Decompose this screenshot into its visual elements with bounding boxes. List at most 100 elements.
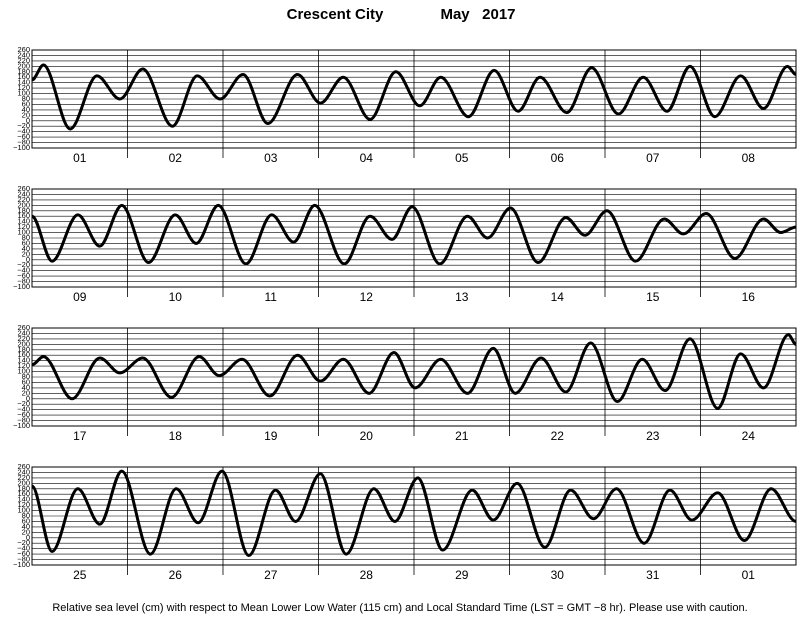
y-tick-label: −60 (17, 410, 30, 419)
y-tick-label: −100 (13, 143, 30, 152)
y-tick-label: 0 (26, 255, 30, 264)
y-tick-label: 100 (17, 367, 30, 376)
y-tick-label: 200 (17, 478, 30, 487)
x-tick-label: 16 (742, 290, 756, 304)
y-tick-label: 240 (17, 467, 30, 476)
x-tick-label: 26 (169, 568, 183, 582)
x-tick-label: 01 (73, 151, 87, 165)
x-tick-label: 03 (264, 151, 278, 165)
y-tick-label: −80 (17, 138, 30, 147)
x-tick-label: 12 (360, 290, 374, 304)
y-tick-label: −20 (17, 260, 30, 269)
x-tick-label: 04 (360, 151, 374, 165)
y-tick-label: 160 (17, 350, 30, 359)
x-tick-label: 07 (646, 151, 660, 165)
y-tick-label: 240 (17, 189, 30, 198)
plot-frame (31, 466, 797, 566)
y-tick-label: 220 (17, 473, 30, 482)
x-tick-label: 14 (551, 290, 565, 304)
y-tick-label: 260 (17, 462, 30, 471)
x-tick-label: 27 (264, 568, 278, 582)
y-tick-label: 220 (17, 195, 30, 204)
y-tick-label: 80 (22, 94, 30, 103)
tide-curve (31, 63, 797, 131)
y-tick-label: 120 (17, 222, 30, 231)
y-tick-label: 0 (26, 116, 30, 125)
y-tick-label: −80 (17, 555, 30, 564)
y-tick-label: −40 (17, 405, 30, 414)
x-tick-label: 18 (169, 429, 183, 443)
y-tick-label: 100 (17, 89, 30, 98)
y-tick-label: 20 (22, 110, 30, 119)
x-tick-label: 09 (73, 290, 87, 304)
y-tick-label: 180 (17, 345, 30, 354)
x-tick-label: 17 (73, 429, 87, 443)
y-tick-label: 160 (17, 72, 30, 81)
y-tick-label: 140 (17, 495, 30, 504)
y-tick-label: 220 (17, 56, 30, 65)
x-tick-label: 13 (455, 290, 469, 304)
y-tick-label: 0 (26, 533, 30, 542)
x-tick-label: 15 (646, 290, 660, 304)
tide-curve (31, 333, 797, 410)
x-tick-label: 02 (169, 151, 183, 165)
y-tick-label: −20 (17, 399, 30, 408)
plot-frame (31, 49, 797, 149)
y-tick-label: 140 (17, 217, 30, 226)
y-tick-label: −60 (17, 549, 30, 558)
y-tick-label: 40 (22, 244, 30, 253)
y-tick-label: 80 (22, 372, 30, 381)
y-tick-label: 20 (22, 388, 30, 397)
x-tick-label: 25 (73, 568, 87, 582)
tide-curve (30, 203, 797, 266)
y-tick-label: 120 (17, 500, 30, 509)
y-tick-label: 60 (22, 238, 30, 247)
y-tick-label: 120 (17, 83, 30, 92)
x-tick-label: 29 (455, 568, 469, 582)
x-tick-label: 24 (742, 429, 756, 443)
x-tick-label: 08 (742, 151, 756, 165)
x-tick-label: 01 (742, 568, 756, 582)
y-tick-label: 0 (26, 394, 30, 403)
y-tick-label: −80 (17, 277, 30, 286)
y-tick-label: 240 (17, 50, 30, 59)
y-tick-label: −100 (13, 421, 30, 430)
x-tick-label: 31 (646, 568, 660, 582)
y-tick-label: 180 (17, 206, 30, 215)
y-tick-label: −40 (17, 127, 30, 136)
y-tick-label: 200 (17, 200, 30, 209)
y-tick-label: 60 (22, 516, 30, 525)
x-tick-label: 22 (551, 429, 565, 443)
y-tick-label: 40 (22, 105, 30, 114)
x-tick-label: 06 (551, 151, 565, 165)
y-tick-label: 120 (17, 361, 30, 370)
y-tick-label: −40 (17, 544, 30, 553)
y-tick-label: −100 (13, 560, 30, 569)
y-tick-label: 140 (17, 356, 30, 365)
y-tick-label: −40 (17, 266, 30, 275)
title-place: Crescent City (287, 6, 384, 23)
y-tick-label: 140 (17, 78, 30, 87)
y-tick-label: −60 (17, 132, 30, 141)
x-tick-label: 20 (360, 429, 374, 443)
y-tick-label: −100 (13, 282, 30, 291)
y-tick-label: 260 (17, 184, 30, 193)
y-tick-label: 60 (22, 377, 30, 386)
y-tick-label: −60 (17, 271, 30, 280)
y-tick-label: 240 (17, 328, 30, 337)
y-tick-label: 260 (17, 45, 30, 54)
tide-curve (30, 469, 797, 557)
x-tick-label: 11 (265, 290, 278, 304)
y-tick-label: −20 (17, 538, 30, 547)
y-tick-label: 100 (17, 228, 30, 237)
y-tick-label: 180 (17, 484, 30, 493)
y-tick-label: 20 (22, 527, 30, 536)
x-tick-label: 10 (169, 290, 183, 304)
x-tick-label: 05 (455, 151, 469, 165)
y-tick-label: 20 (22, 249, 30, 258)
y-tick-label: 260 (17, 323, 30, 332)
x-tick-label: 30 (551, 568, 565, 582)
y-tick-label: 100 (17, 506, 30, 515)
y-tick-label: 160 (17, 489, 30, 498)
